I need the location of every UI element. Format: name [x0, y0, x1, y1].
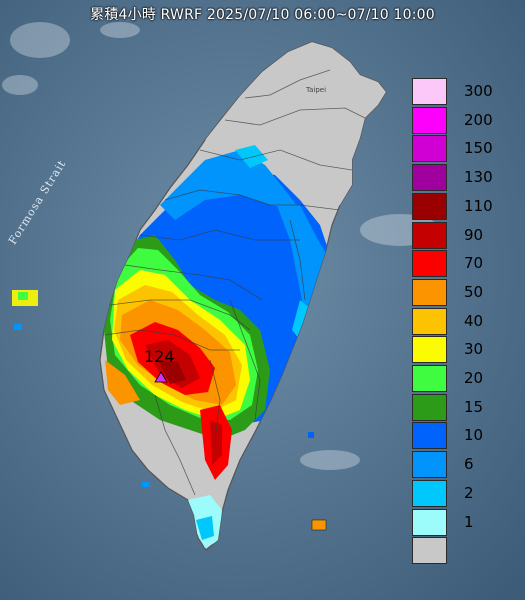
rainfall-legend: 300 200 150 130 110 90 70 50 40 30 20 15 10 6 2 1	[412, 78, 524, 570]
legend-label: 1	[464, 512, 474, 531]
legend-swatch	[412, 393, 447, 421]
legend-swatch	[412, 135, 447, 163]
legend-label: 110	[464, 196, 493, 215]
legend-swatch	[412, 451, 447, 479]
legend-swatch	[412, 78, 447, 105]
legend-swatch	[412, 250, 447, 278]
rainfall-fields	[104, 42, 386, 548]
legend-label: 2	[464, 483, 474, 502]
legend-label: 150	[464, 139, 493, 158]
legend-label: 15	[464, 397, 484, 416]
legend-label: 6	[464, 455, 474, 474]
legend-swatch	[412, 537, 447, 565]
legend-swatch	[412, 365, 447, 392]
legend-label: 200	[464, 110, 493, 129]
legend-swatch	[412, 164, 447, 192]
legend-swatch	[412, 307, 447, 335]
legend-swatch	[412, 422, 447, 450]
offshore-islands	[12, 290, 327, 531]
legend-label: 50	[464, 282, 484, 301]
legend-label: 20	[464, 369, 484, 387]
legend-label: 30	[464, 340, 484, 359]
legend-label: 130	[464, 168, 493, 187]
city-label: Taipei	[306, 86, 327, 94]
legend-label: 40	[464, 311, 484, 330]
county-boundaries	[104, 69, 366, 496]
legend-swatch	[412, 192, 447, 220]
peak-value-label: 124	[144, 347, 175, 366]
legend-swatch	[412, 278, 447, 306]
legend-label: 10	[464, 426, 484, 445]
legend-swatch	[412, 479, 447, 507]
legend-label: 70	[464, 254, 484, 273]
legend-label: 90	[464, 225, 484, 244]
map-title: 累積4小時 RWRF 2025/07/10 06:00~07/10 10:00	[90, 7, 435, 23]
legend-label: 300	[464, 82, 493, 100]
legend-swatch	[412, 336, 447, 364]
triangle-max-icon	[154, 371, 168, 383]
legend-swatch	[412, 106, 447, 134]
legend-swatch	[412, 508, 447, 536]
legend-swatch	[412, 221, 447, 249]
